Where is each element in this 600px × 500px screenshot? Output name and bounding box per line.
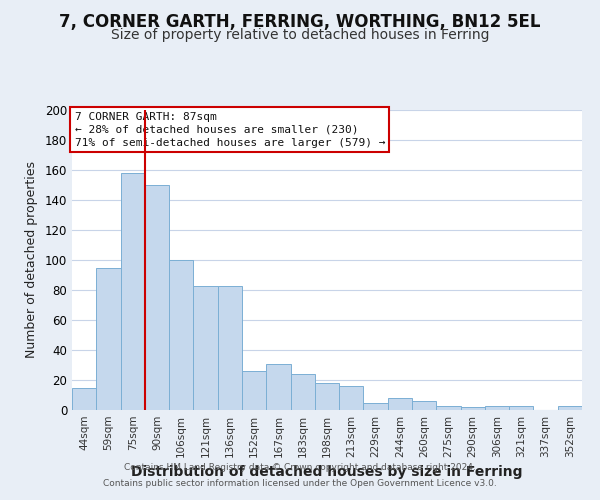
Text: Contains public sector information licensed under the Open Government Licence v3: Contains public sector information licen…	[103, 478, 497, 488]
Text: Contains HM Land Registry data © Crown copyright and database right 2024.: Contains HM Land Registry data © Crown c…	[124, 464, 476, 472]
Bar	[193, 286, 218, 410]
Bar	[242, 371, 266, 410]
Bar	[509, 406, 533, 410]
X-axis label: Distribution of detached houses by size in Ferring: Distribution of detached houses by size …	[131, 466, 523, 479]
Bar	[388, 398, 412, 410]
Bar	[436, 406, 461, 410]
Bar	[364, 402, 388, 410]
Bar	[339, 386, 364, 410]
Bar	[72, 388, 96, 410]
Bar	[121, 173, 145, 410]
Bar	[96, 268, 121, 410]
Text: 7 CORNER GARTH: 87sqm
← 28% of detached houses are smaller (230)
71% of semi-det: 7 CORNER GARTH: 87sqm ← 28% of detached …	[74, 112, 385, 148]
Bar	[145, 185, 169, 410]
Text: Size of property relative to detached houses in Ferring: Size of property relative to detached ho…	[111, 28, 489, 42]
Bar	[218, 286, 242, 410]
Bar	[290, 374, 315, 410]
Bar	[558, 406, 582, 410]
Bar	[315, 383, 339, 410]
Bar	[412, 401, 436, 410]
Y-axis label: Number of detached properties: Number of detached properties	[25, 162, 38, 358]
Bar	[485, 406, 509, 410]
Text: 7, CORNER GARTH, FERRING, WORTHING, BN12 5EL: 7, CORNER GARTH, FERRING, WORTHING, BN12…	[59, 12, 541, 30]
Bar	[461, 407, 485, 410]
Bar	[266, 364, 290, 410]
Bar	[169, 260, 193, 410]
